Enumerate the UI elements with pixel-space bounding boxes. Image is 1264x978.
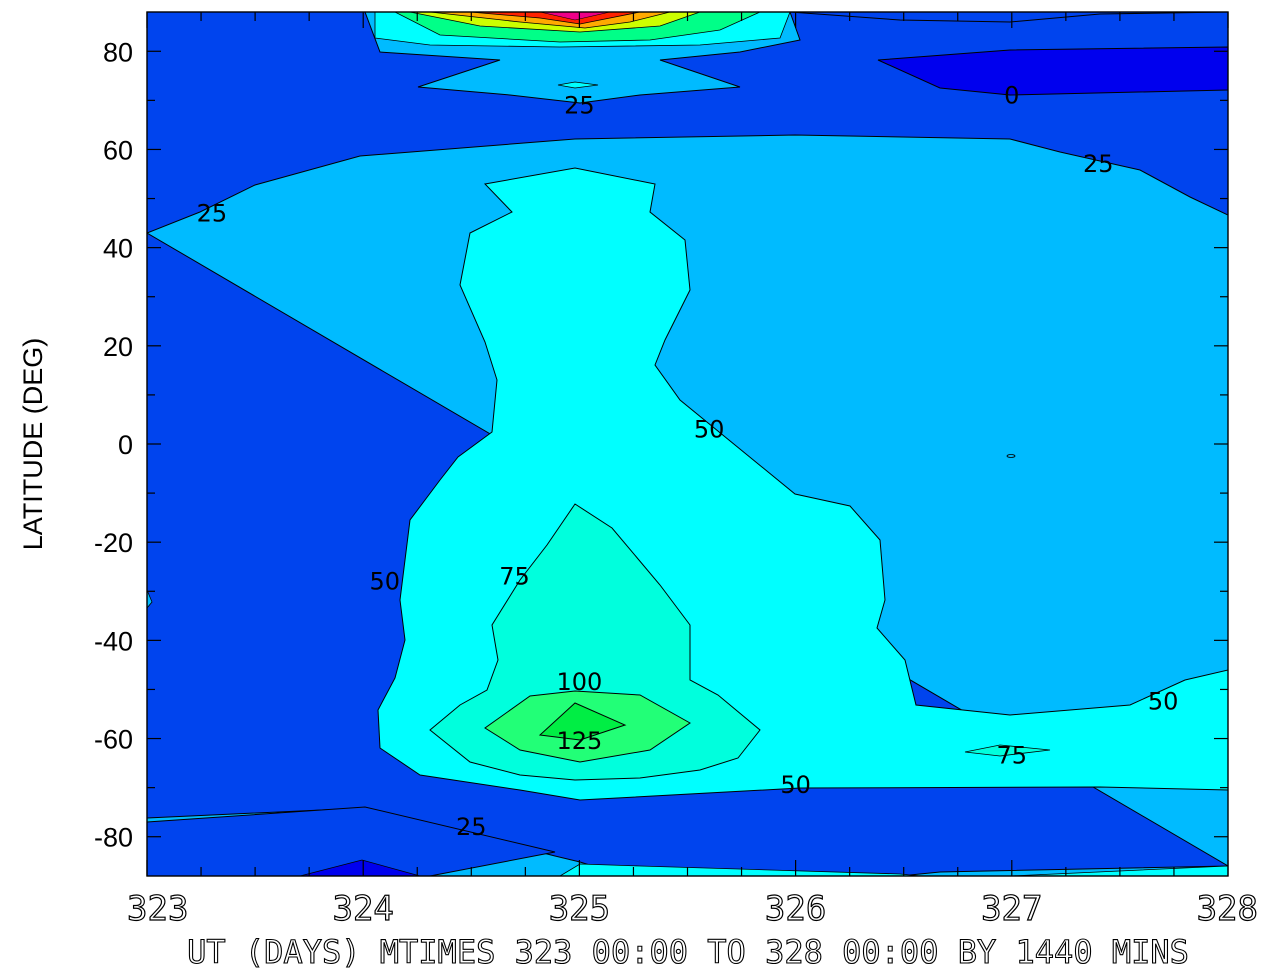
contour-label: 100 [556,668,602,696]
contour-label: 0 [1004,81,1019,109]
band-left-pocket [147,589,153,609]
y-tick-label: 80 [103,37,133,67]
x-tick-label: 326 [765,889,826,929]
y-tick-label: -60 [94,725,133,755]
band-below-0-bottom [299,859,421,876]
x-tick-label: 323 [127,889,188,929]
y-tick-label: 60 [103,135,133,165]
x-tick-label: 325 [549,889,610,929]
ticks-layer: -80 -60 -40 -20 0 20 40 60 80 323 324 325 326 327 328 [94,12,1259,930]
plot-area [147,12,1228,876]
contour-label: 50 [694,415,725,443]
band-below-0 [877,46,1228,96]
y-tick-label: -80 [94,823,133,853]
y-axis-label: LATITUDE (DEG) [18,338,48,551]
contour-label: 25 [564,91,595,119]
y-tick-label: 0 [118,430,133,460]
x-tick-label: 324 [332,889,393,929]
y-tick-label: 20 [103,332,133,362]
contour-label: 50 [370,567,401,595]
contour-labels-layer: 25 0 25 25 50 50 75 100 125 75 50 50 25 [197,81,1179,840]
band-bottom-right [559,863,921,876]
band-125-150 [538,702,627,741]
band-peak-magenta [539,12,611,21]
contour-label: 25 [1083,150,1114,178]
contour-label: 50 [780,771,811,799]
band-small-island-mid [1006,454,1016,458]
contour-label: 75 [997,742,1028,770]
contour-label: 75 [499,563,530,591]
contour-label: 125 [556,727,602,755]
band-0-25-bottom [147,806,556,876]
x-tick-label: 327 [981,889,1042,929]
y-tick-label: -40 [94,626,133,656]
contour-label: 25 [456,813,487,841]
y-tick-label: -20 [94,528,133,558]
x-tick-label: 328 [1197,889,1258,929]
x-axis-label: UT (DAYS) MTIMES 323 00:00 TO 328 00:00 … [187,933,1189,971]
contour-line-top-right [789,12,1228,23]
band-75-island [964,744,1051,757]
y-tick-label: 40 [103,234,133,264]
contour-label: 25 [197,199,228,227]
contour-label: 50 [1148,688,1179,716]
band-small-island-top [557,81,599,89]
